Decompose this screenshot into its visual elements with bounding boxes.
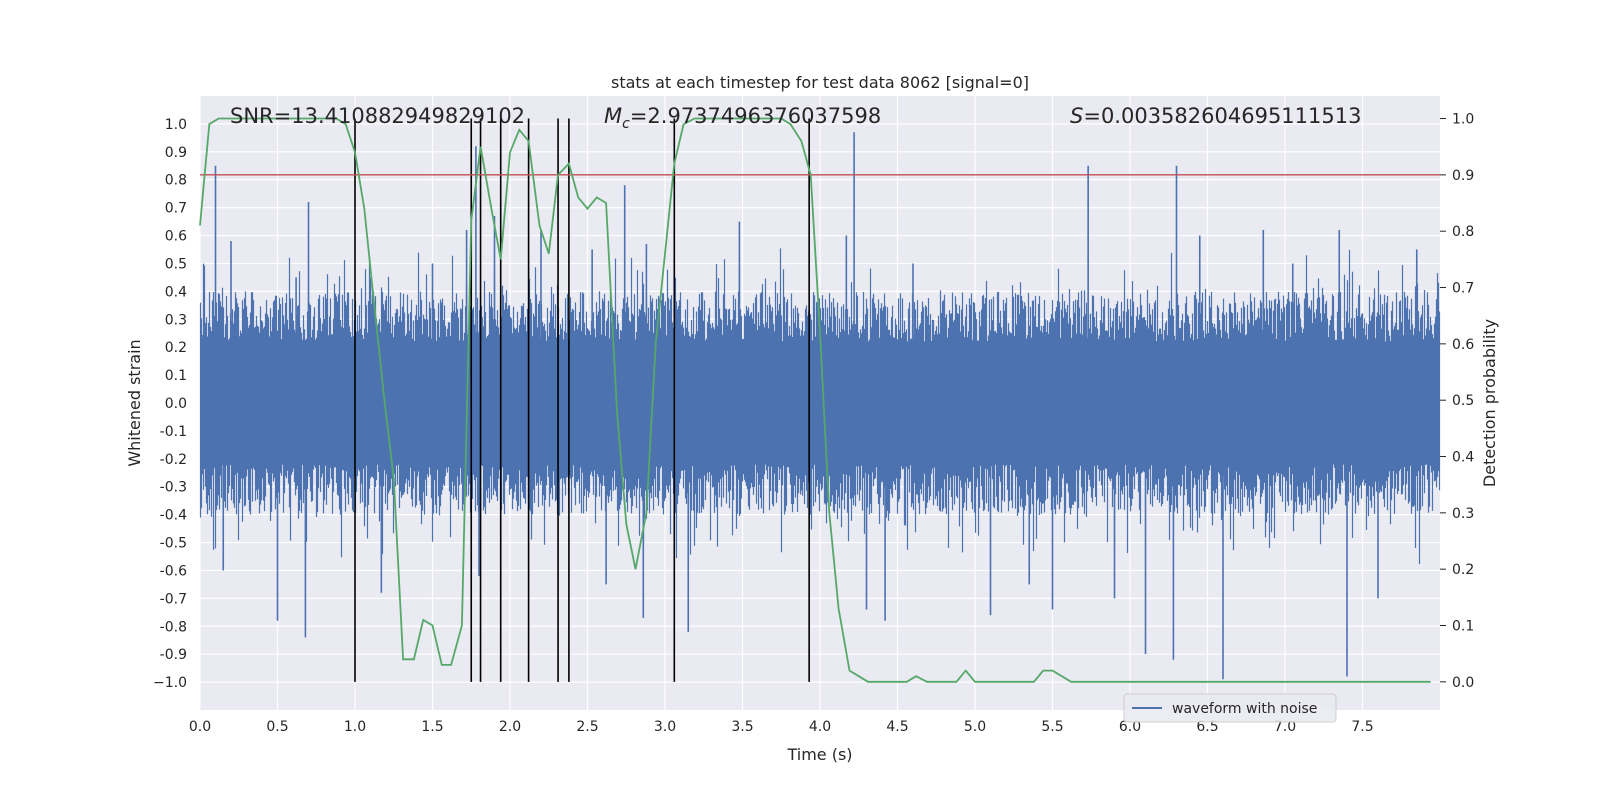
waveform-dense-band bbox=[200, 341, 1440, 465]
y-tick-label: -0.4 bbox=[160, 508, 187, 524]
x-tick-label: 3.5 bbox=[731, 719, 753, 735]
y2-tick-label: 0.0 bbox=[1452, 675, 1474, 691]
x-tick-labels: 0.0 0.5 1.0 1.5 2.0 2.5 3.0 3.5 4.0 4.5 5.0 5.5 6.0 6… bbox=[189, 719, 1374, 735]
s-annotation: S=0.003582604695111513 bbox=[1070, 104, 1361, 128]
y-tick-label: -0.3 bbox=[160, 480, 187, 496]
x-tick-label: 6.5 bbox=[1196, 719, 1218, 735]
y-tick-label: −1.0 bbox=[153, 675, 187, 691]
vertical-lines bbox=[354, 118, 810, 682]
y2-tick-label: 0.6 bbox=[1452, 337, 1474, 353]
y2-tick-label: 0.9 bbox=[1452, 168, 1474, 184]
y-tick-label: 0.1 bbox=[165, 368, 187, 384]
y2-tick-label: 0.3 bbox=[1452, 506, 1474, 522]
x-tick-label: 2.0 bbox=[499, 719, 521, 735]
y-tick-label: 0.0 bbox=[165, 396, 187, 412]
x-tick-label: 0.0 bbox=[189, 719, 211, 735]
y2-tick-label: 0.2 bbox=[1452, 562, 1474, 578]
y-axis-label: Whitened strain bbox=[125, 339, 144, 466]
x-tick-label: 3.0 bbox=[654, 719, 676, 735]
y2-tick-labels: 1.0 0.9 0.8 0.7 0.6 0.5 0.4 0.3 0.2 0.1 0.0 bbox=[1440, 112, 1474, 691]
waveform-series bbox=[199, 132, 1441, 680]
y-tick-label: -0.6 bbox=[160, 563, 187, 579]
x-tick-label: 7.0 bbox=[1274, 719, 1296, 735]
x-axis-label: Time (s) bbox=[786, 745, 852, 764]
y-tick-label: 0.7 bbox=[165, 201, 187, 217]
legend-box bbox=[1123, 693, 1337, 723]
x-tick-label: 5.5 bbox=[1041, 719, 1063, 735]
x-tick-label: 6.0 bbox=[1119, 719, 1141, 735]
y-tick-label: 0.2 bbox=[165, 340, 187, 356]
x-tick-label: 7.5 bbox=[1351, 719, 1373, 735]
y2-tick-label: 0.8 bbox=[1452, 224, 1474, 240]
y-tick-label: -0.9 bbox=[160, 647, 187, 663]
y-tick-label: 0.6 bbox=[165, 229, 187, 245]
y-tick-label: 0.4 bbox=[165, 284, 187, 300]
probability-line bbox=[199, 117, 1431, 683]
probability-series bbox=[199, 117, 1431, 683]
legend-label: waveform with noise bbox=[1172, 701, 1317, 717]
y2-tick-label: 0.1 bbox=[1452, 619, 1474, 635]
chart-title: stats at each timestep for test data 806… bbox=[611, 73, 1029, 92]
x-tick-label: 5.0 bbox=[964, 719, 986, 735]
y-tick-label: 0.8 bbox=[165, 173, 187, 189]
y-tick-label: 0.3 bbox=[165, 312, 187, 328]
x-tick-label: 0.5 bbox=[266, 719, 288, 735]
snr-annotation: SNR=13.410882949829102 bbox=[230, 104, 525, 128]
y2-tick-label: 0.4 bbox=[1452, 450, 1474, 466]
x-tick-label: 1.0 bbox=[344, 719, 366, 735]
y2-axis-label: Detection probability bbox=[1480, 319, 1499, 487]
y-tick-label: -0.5 bbox=[160, 536, 187, 552]
y2-tick-label: 0.5 bbox=[1452, 393, 1474, 409]
chirp-mass-annotation: Mc=2.9737496376037598 bbox=[604, 104, 881, 132]
x-tick-label: 2.5 bbox=[576, 719, 598, 735]
y-tick-label: -0.8 bbox=[160, 619, 187, 635]
y-tick-label: 0.9 bbox=[165, 145, 187, 161]
y-tick-label: -0.7 bbox=[160, 591, 187, 607]
x-tick-label: 1.5 bbox=[421, 719, 443, 735]
y-tick-label: 0.5 bbox=[165, 256, 187, 272]
y-tick-label: 1.0 bbox=[165, 117, 187, 133]
y-tick-label: -0.2 bbox=[160, 452, 187, 468]
y2-tick-label: 1.0 bbox=[1452, 112, 1474, 128]
x-tick-label: 4.5 bbox=[886, 719, 908, 735]
legend: waveform with noise bbox=[1123, 693, 1337, 723]
x-tick-label: 4.0 bbox=[809, 719, 831, 735]
y-tick-label: -0.1 bbox=[160, 424, 187, 440]
y2-tick-label: 0.7 bbox=[1452, 281, 1474, 297]
y-tick-labels: 1.0 0.9 0.8 0.7 0.6 0.5 0.4 0.3 0.2 0.1 0.0 -0.1 -0.… bbox=[153, 117, 187, 691]
